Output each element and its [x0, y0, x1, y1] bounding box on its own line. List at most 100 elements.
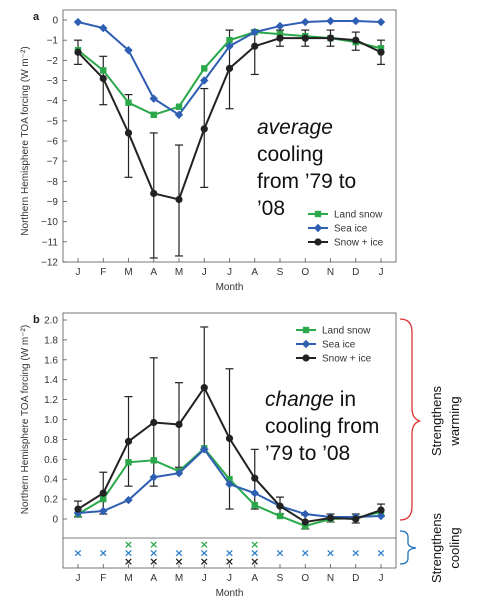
- annotation-line: from ’79 to: [257, 170, 356, 193]
- significance-marker: ×: [326, 547, 335, 560]
- y-tick-label: −2: [47, 56, 59, 67]
- y-tick-label: 1.8: [44, 335, 58, 346]
- data-point: [125, 99, 132, 106]
- data-point: [251, 474, 259, 482]
- annotation-line: cooling: [257, 143, 324, 166]
- legend-entry: Sea ice: [322, 340, 356, 351]
- panel-a: a 0 −1 −2 −3 −4 −5 −6 −7 −8 −9 −10 −11 −12 J F M A M J J A S O N…: [20, 9, 397, 293]
- data-point: [251, 42, 259, 50]
- data-point: [377, 48, 385, 56]
- significance-marker: ×: [200, 538, 209, 551]
- panel-b: b 0 0.2 0.4 0.6 0.8 1.0 1.2 1.4 1.6 1.8 2.0 J F M A M J J A…: [20, 312, 462, 599]
- data-point: [74, 505, 82, 513]
- data-point: [99, 489, 107, 497]
- side-label-cooling-line1: Strengthens: [429, 512, 444, 583]
- significance-marker: ×: [301, 547, 310, 560]
- data-point: [326, 34, 335, 42]
- y-tick-label: −10: [41, 217, 58, 228]
- data-point: [99, 23, 108, 33]
- significance-marker: ×: [225, 547, 234, 560]
- data-point: [73, 17, 83, 27]
- side-label-warming-line2: warming: [447, 396, 462, 446]
- legend-marker: [314, 238, 322, 246]
- significance-marker: ×: [149, 538, 158, 551]
- significance-marker: ×: [200, 555, 209, 568]
- annotation-italic: average: [257, 116, 333, 139]
- significance-marker: ×: [250, 547, 259, 560]
- annotation-line: ’79 to ’08: [265, 442, 350, 465]
- x-tick-label: J: [379, 573, 384, 584]
- data-point: [302, 522, 309, 530]
- significance-marker: ×: [124, 538, 133, 551]
- significance-marker: ×: [250, 538, 259, 551]
- significance-marker: ×: [351, 547, 360, 560]
- data-point: [125, 459, 132, 466]
- x-tick-label: J: [202, 267, 207, 278]
- y-axis-label: Northern Hemisphere TOA forcing (W m⁻²): [20, 325, 31, 514]
- x-tick-label: M: [124, 573, 132, 584]
- data-point: [326, 16, 335, 26]
- data-point: [376, 511, 386, 521]
- legend-marker: [313, 223, 323, 233]
- data-point: [276, 34, 284, 42]
- y-tick-label: −12: [41, 258, 58, 269]
- data-point: [150, 418, 158, 427]
- legend-entry: Sea ice: [334, 224, 368, 235]
- y-tick-label: −4: [47, 96, 59, 107]
- y-tick-label: −11: [42, 237, 59, 248]
- y-axis-label: Northern Hemisphere TOA forcing (W m⁻²): [20, 46, 31, 235]
- data-point: [149, 473, 158, 482]
- y-tick-label: 0: [52, 515, 58, 526]
- data-point: [276, 512, 284, 520]
- legend-marker: [302, 326, 310, 334]
- significance-marker: ×: [225, 555, 234, 568]
- y-tick-label: −8: [47, 177, 59, 188]
- x-tick-label: J: [202, 573, 207, 584]
- y-tick-label: −1: [47, 36, 59, 47]
- annotation-line: cooling from: [265, 415, 379, 438]
- x-axis-label: Month: [216, 282, 244, 293]
- data-point: [301, 509, 310, 519]
- data-point: [276, 30, 284, 38]
- data-point: [175, 103, 183, 110]
- x-tick-label: D: [352, 267, 359, 278]
- cooling-brace: [399, 530, 417, 565]
- panel-a-tag: a: [33, 11, 40, 23]
- data-point: [175, 195, 183, 204]
- data-point: [225, 64, 234, 72]
- data-point: [200, 384, 208, 392]
- data-point: [377, 45, 385, 52]
- data-point: [352, 36, 360, 44]
- panel-b-tag: b: [33, 314, 40, 326]
- data-point: [200, 125, 208, 133]
- data-point: [225, 42, 234, 51]
- data-point: [225, 434, 234, 443]
- data-point: [99, 506, 108, 516]
- x-tick-label: S: [277, 267, 284, 278]
- annotation-line: ’08: [257, 197, 285, 220]
- significance-marker: ×: [99, 547, 108, 560]
- x-tick-label: F: [100, 573, 106, 584]
- significance-marker: ×: [73, 547, 82, 560]
- data-point: [377, 506, 385, 514]
- x-tick-label: D: [352, 573, 359, 584]
- data-point: [251, 501, 258, 509]
- significance-marker: ×: [376, 547, 385, 560]
- x-tick-label: J: [227, 267, 232, 278]
- data-point: [250, 488, 259, 498]
- x-tick-label: A: [251, 573, 258, 584]
- x-tick-label: O: [301, 573, 309, 584]
- legend-marker: [301, 339, 311, 349]
- x-tick-label: S: [277, 573, 284, 584]
- annotation-italic: change: [265, 388, 334, 411]
- data-point: [301, 17, 310, 27]
- y-tick-label: 1.6: [44, 355, 58, 366]
- data-point: [174, 110, 184, 119]
- legend-entry: Land snow: [322, 326, 371, 337]
- x-tick-label: J: [76, 573, 81, 584]
- y-tick-label: 0.4: [44, 475, 58, 486]
- x-tick-label: M: [124, 267, 132, 278]
- y-tick-label: 0.6: [44, 455, 58, 466]
- significance-marker: ×: [174, 555, 183, 568]
